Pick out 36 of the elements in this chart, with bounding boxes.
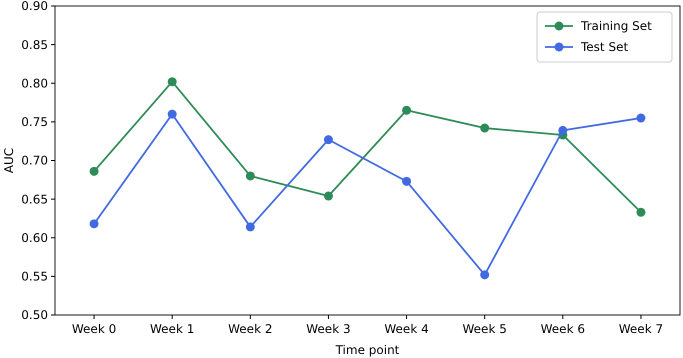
y-tick-label: 0.50: [21, 308, 48, 322]
x-tick-label: Week 0: [72, 322, 116, 336]
x-tick-label: Week 2: [228, 322, 272, 336]
point: [402, 106, 412, 115]
y-tick-label: 0.90: [21, 0, 48, 14]
point: [324, 192, 333, 201]
point: [90, 219, 99, 228]
x-tick-label: Week 3: [306, 322, 351, 336]
y-tick-label: 0.60: [21, 230, 48, 245]
x-tick-label: Week 4: [384, 322, 429, 336]
y-tick-label: 0.85: [21, 38, 48, 52]
point: [636, 208, 646, 217]
y-tick-label: 0.65: [21, 192, 48, 206]
y-tick-label: 0.55: [21, 270, 48, 284]
y-tick-label: 0.75: [21, 115, 48, 130]
y-tick-label: 0.70: [21, 154, 48, 168]
x-tick-label: Week 7: [618, 322, 664, 336]
y-axis-title: AUC: [2, 148, 16, 174]
point: [168, 110, 177, 119]
point: [324, 135, 333, 144]
point: [480, 124, 490, 133]
y-tick-label: 0.80: [21, 76, 48, 90]
point: [168, 77, 177, 86]
point: [90, 166, 99, 176]
point: [246, 171, 255, 180]
x-axis-title: Time point: [334, 343, 400, 357]
point: [636, 114, 646, 123]
x-tick-label: Week 6: [540, 322, 585, 336]
point: [246, 222, 255, 232]
point: [480, 270, 490, 280]
legend-label: Training Set: [580, 19, 652, 34]
x-tick-label: Week 5: [462, 322, 507, 336]
point: [558, 126, 568, 135]
x-tick-label: Week 1: [150, 322, 194, 336]
point: [402, 176, 412, 186]
legend-label: Test Set: [580, 40, 628, 54]
